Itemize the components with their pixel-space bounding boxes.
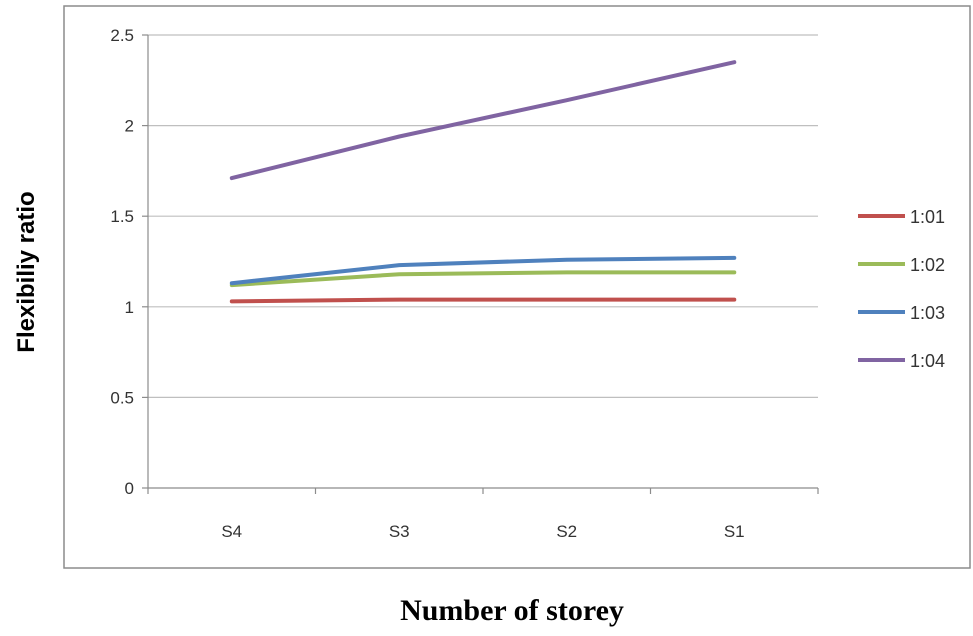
data-point (398, 273, 400, 275)
y-tick-label: 1 (125, 298, 134, 317)
series-line-1 (229, 297, 737, 304)
data-point (733, 299, 735, 301)
legend-label: 1:01 (910, 207, 945, 227)
chart-area-border (63, 5, 971, 569)
data-point (733, 61, 735, 63)
x-tick-label: S4 (221, 522, 242, 541)
x-tick-label: S2 (556, 522, 577, 541)
y-tick-label: 0.5 (110, 388, 134, 407)
y-tick-label: 2 (125, 117, 134, 136)
legend-label: 1:04 (910, 351, 945, 371)
data-point (566, 271, 568, 273)
series-line-3 (229, 255, 737, 286)
data-point (231, 300, 233, 302)
legend-item: 1:02 (858, 255, 945, 275)
y-tick-label: 1.5 (110, 207, 134, 226)
y-tick-label: 2.5 (110, 26, 134, 45)
series-lines (229, 60, 737, 304)
data-point (231, 282, 233, 284)
legend-item: 1:03 (858, 303, 945, 323)
x-tick-label: S3 (389, 522, 410, 541)
legend-label: 1:02 (910, 255, 945, 275)
gridlines (148, 34, 818, 398)
data-point (566, 99, 568, 101)
data-point (398, 299, 400, 301)
legend: 1:01 1:02 1:03 1:04 (858, 207, 945, 371)
legend-item: 1:01 (858, 207, 945, 227)
axes: 0 0.5 1 1.5 2 2.5 S4 S3 S2 S1 (110, 26, 819, 541)
x-axis-label: Number of storey (400, 594, 624, 627)
series-line-2 (229, 270, 737, 288)
data-point (733, 257, 735, 259)
legend-item: 1:04 (858, 351, 945, 371)
series-line-4 (229, 60, 737, 181)
data-point (733, 271, 735, 273)
data-point (566, 259, 568, 261)
y-axis-label: Flexibiliy ratio (13, 191, 40, 352)
x-tick-label: S1 (724, 522, 745, 541)
data-point (398, 135, 400, 137)
legend-label: 1:03 (910, 303, 945, 323)
data-point (231, 177, 233, 179)
data-point (566, 299, 568, 301)
data-point (398, 264, 400, 266)
y-tick-label: 0 (125, 479, 134, 498)
